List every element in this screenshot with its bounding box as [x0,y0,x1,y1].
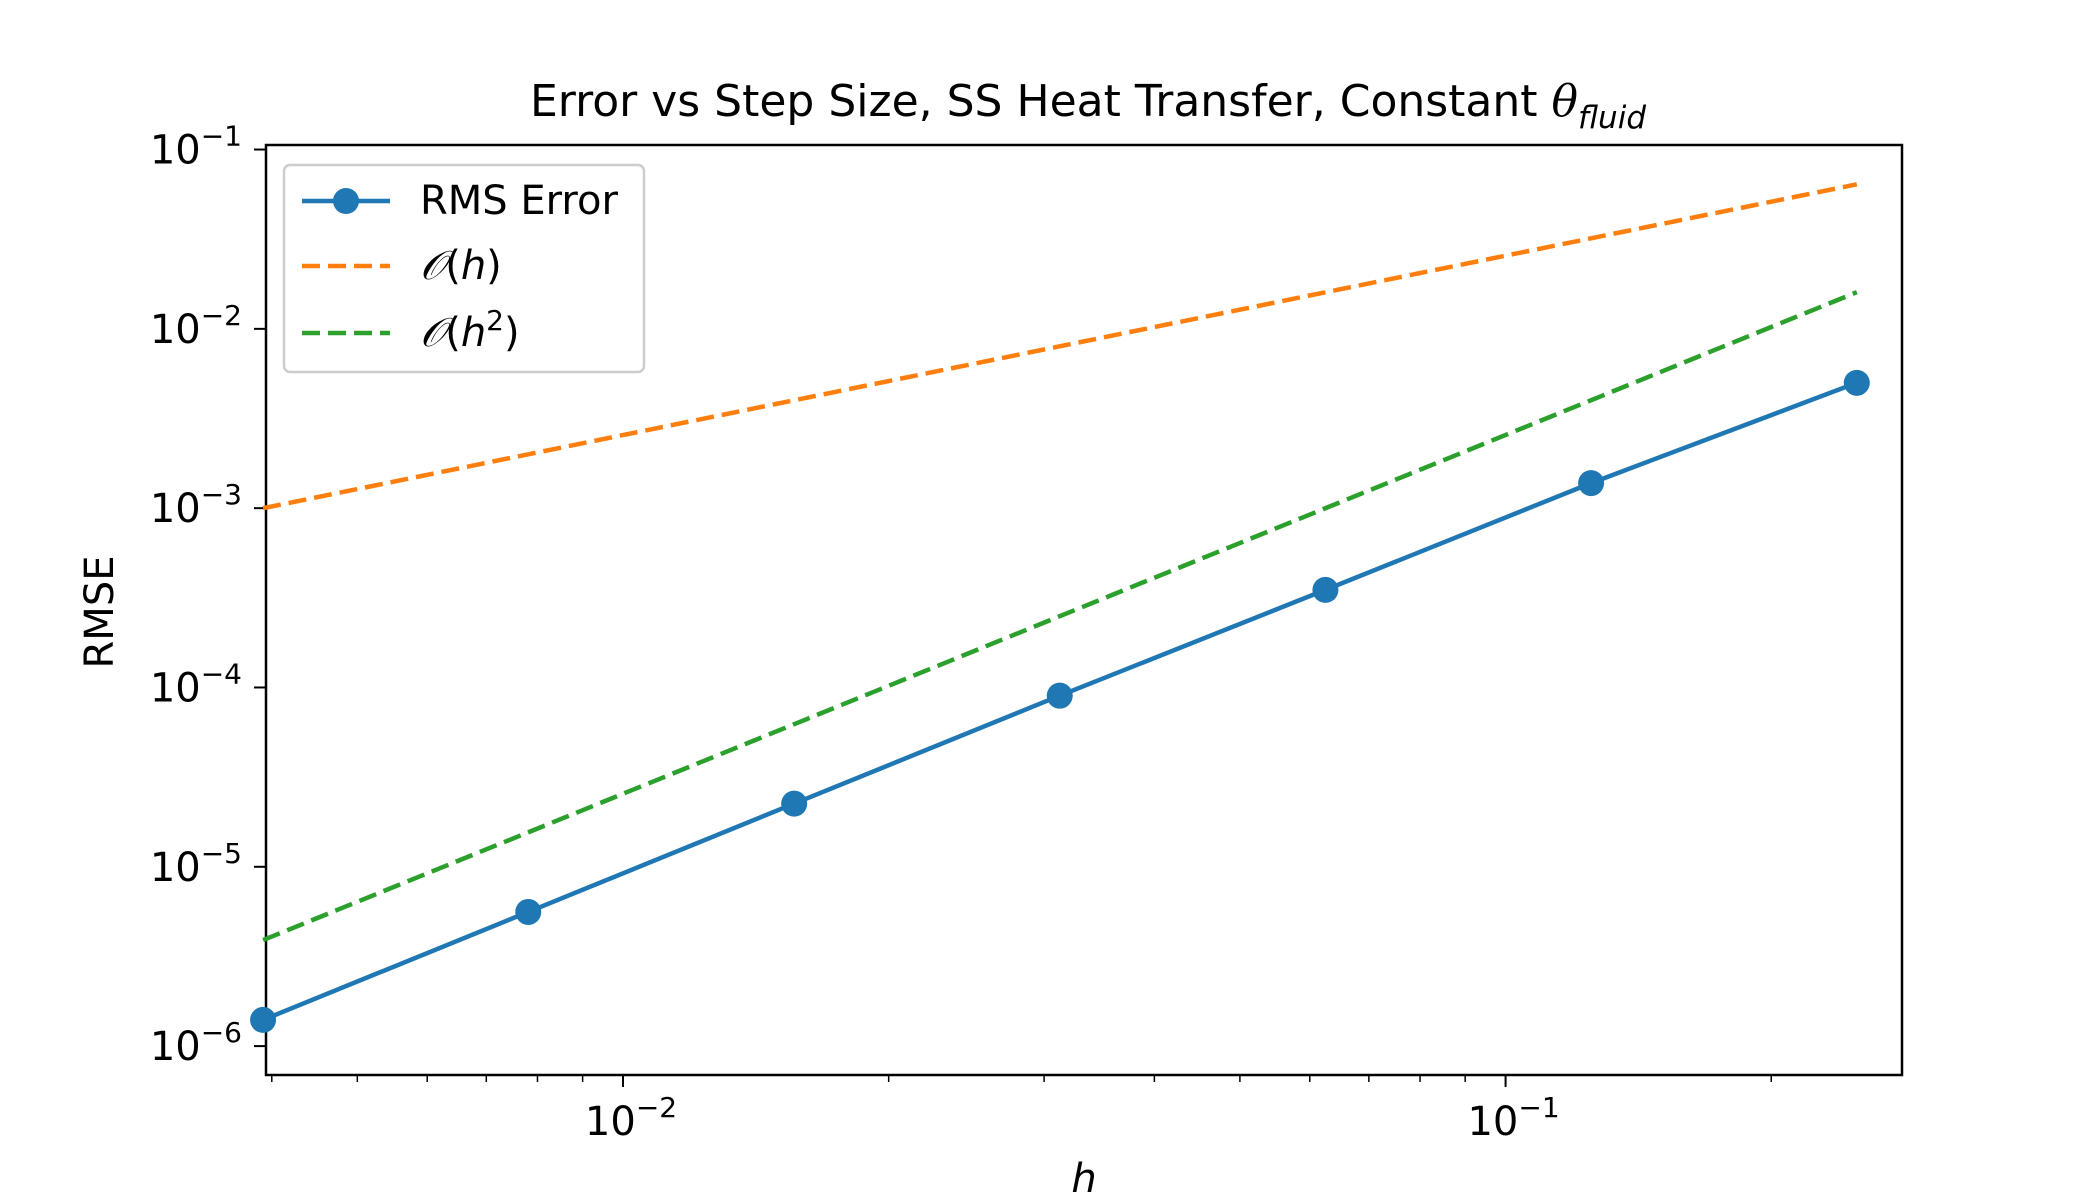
legend: RMS Error 𝒪(h) 𝒪(h2) [282,163,646,374]
y-tick-label: 10−5 [150,837,242,891]
x-tick-label: 10−2 [585,1091,677,1145]
data-point [1312,576,1339,603]
y-tick-label: 10−2 [150,299,242,353]
data-point [1578,470,1605,497]
legend-keys [302,188,390,336]
chart-title: Error vs Step Size, SS Heat Transfer, Co… [530,76,1646,136]
series-layer [250,182,1870,1033]
y-tick-label: 10−3 [150,478,242,532]
x-axis-label: h [1071,1156,1096,1200]
legend-label-order-h: 𝒪(h) [420,243,502,289]
data-point [515,898,542,925]
legend-label-order-h2: 𝒪(h2) [420,304,520,356]
data-point [250,1006,277,1033]
data-point [1046,682,1073,709]
axis-ticks: 10−2 10−1 10−6 10−5 10−4 10−3 10−2 10−1 [150,120,1773,1145]
series-line-2 [262,290,1858,943]
y-axis-label: RMSE [77,556,123,669]
series-line-1 [262,182,1858,511]
y-tick-label: 10−1 [150,120,242,174]
plot-frame [264,143,1904,1077]
x-tick-label: 10−1 [1467,1091,1559,1145]
y-tick-label: 10−6 [150,1016,242,1070]
data-point [1843,369,1870,396]
data-point [781,790,808,817]
y-tick-label: 10−4 [150,657,242,711]
legend-key-marker [333,188,359,214]
legend-label-rms-error: RMS Error [420,178,618,224]
legend-box [282,163,646,374]
